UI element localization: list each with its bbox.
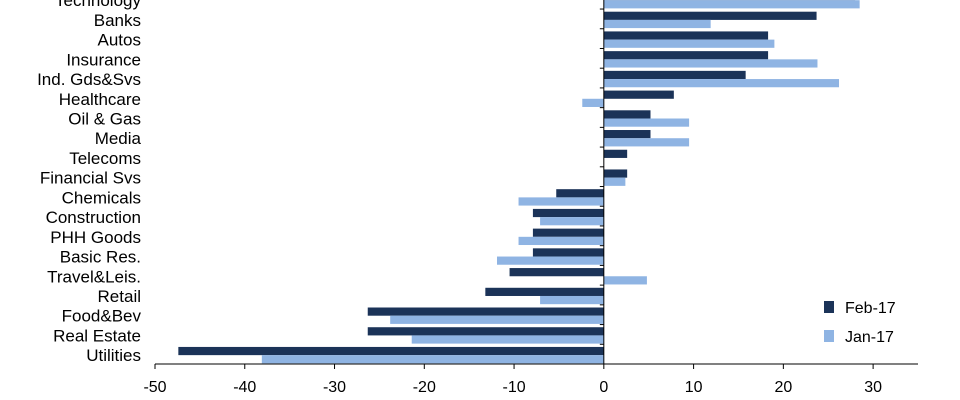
bar-feb-17-financial-svs: [603, 169, 628, 178]
x-tick-label: 20: [774, 379, 792, 396]
bar-jan-17-retail: [540, 295, 604, 305]
bar-feb-17-travel-leis: [509, 268, 604, 277]
x-tick-label: -40: [233, 379, 256, 396]
category-label-autos: Autos: [98, 31, 141, 50]
bar-jan-17-travel-leis: [603, 276, 647, 285]
bar-feb-17-telecoms: [603, 149, 628, 158]
bar-jan-17-food-bev: [390, 315, 604, 324]
bar-jan-17-technology: [603, 0, 860, 9]
category-label-chemicals: Chemicals: [62, 188, 141, 207]
bar-feb-17-insurance: [603, 51, 769, 60]
category-label-utilities: Utilities: [86, 346, 141, 365]
bar-feb-17-autos: [603, 31, 769, 40]
bar-jan-17-basic-res: [497, 256, 604, 265]
bar-feb-17-food-bev: [367, 307, 604, 316]
category-label-banks: Banks: [94, 11, 141, 30]
bar-feb-17-media: [603, 130, 651, 139]
x-tick-label: 30: [864, 379, 882, 396]
bar-jan-17-phh-goods: [518, 236, 604, 246]
category-label-phh-goods: PHH Goods: [50, 228, 141, 247]
bar-jan-17-financial-svs: [603, 177, 626, 186]
category-label-financial-svs: Financial Svs: [40, 169, 141, 188]
legend-swatch-feb-17: [824, 301, 834, 313]
x-ticks: -50 -40 -30 -20 -10 0 10 20 30: [143, 364, 882, 396]
legend-label-feb-17: Feb-17: [845, 300, 896, 317]
bar-feb-17-banks: [603, 11, 817, 20]
bar-feb-17-real-estate: [367, 327, 604, 336]
category-label-basic-res: Basic Res.: [60, 248, 141, 267]
bar-jan-17-banks: [603, 19, 711, 29]
category-label-healthcare: Healthcare: [59, 90, 141, 109]
bar-jan-17-media: [603, 138, 690, 147]
bar-jan-17-utilities: [261, 355, 604, 364]
bar-feb-17-retail: [485, 287, 604, 296]
category-label-telecoms: Telecoms: [69, 149, 141, 168]
x-tick-label: 10: [685, 379, 703, 396]
bar-jan-17-construction: [540, 217, 604, 226]
bar-jan-17-autos: [603, 39, 775, 48]
legend-swatch-jan-17: [824, 330, 834, 342]
category-label-insurance: Insurance: [66, 50, 141, 69]
x-tick-label: -20: [413, 379, 436, 396]
x-tick-label: -50: [143, 379, 166, 396]
category-label-media: Media: [95, 129, 142, 148]
bar-jan-17-chemicals: [518, 197, 604, 206]
bar-jan-17-ind-gds-svs: [603, 79, 840, 88]
legend: Feb-17 Jan-17: [824, 300, 896, 346]
category-label-ind-gds-svs: Ind. Gds&Svs: [37, 70, 141, 89]
category-label-oil-gas: Oil & Gas: [68, 110, 141, 129]
bar-jan-17-healthcare: [582, 98, 604, 107]
x-tick-label: -10: [502, 379, 525, 396]
bar-feb-17-chemicals: [556, 189, 604, 198]
x-tick-label: -30: [323, 379, 346, 396]
category-label-food-bev: Food&Bev: [62, 307, 142, 326]
x-tick-label: 0: [599, 379, 608, 396]
bar-feb-17-phh-goods: [532, 228, 604, 237]
bars-group: [178, 0, 860, 364]
category-label-retail: Retail: [98, 287, 141, 306]
bar-feb-17-basic-res: [532, 248, 604, 257]
category-label-technology: Technology: [55, 0, 142, 10]
bar-feb-17-construction: [532, 208, 604, 218]
bar-feb-17-oil-gas: [603, 110, 651, 119]
category-label-construction: Construction: [46, 208, 141, 227]
bar-jan-17-insurance: [603, 59, 818, 68]
bar-jan-17-real-estate: [411, 335, 604, 344]
bar-feb-17-healthcare: [603, 90, 674, 99]
category-label-travel-leis: Travel&Leis.: [47, 267, 141, 286]
bar-feb-17-ind-gds-svs: [603, 70, 746, 80]
bar-jan-17-oil-gas: [603, 118, 690, 127]
bar-feb-17-utilities: [178, 346, 604, 356]
category-label-real-estate: Real Estate: [53, 326, 141, 345]
legend-label-jan-17: Jan-17: [845, 329, 894, 346]
